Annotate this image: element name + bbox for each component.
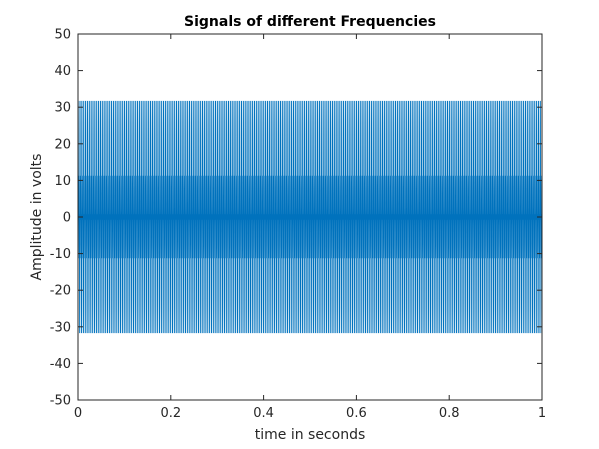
- y-tick-label: 30: [54, 101, 71, 116]
- chart-title: Signals of different Frequencies: [184, 14, 436, 30]
- x-tick-label: 0: [74, 406, 82, 421]
- y-tick-label: 0: [63, 211, 71, 226]
- series-line: [77, 100, 543, 334]
- y-tick-label: 20: [54, 137, 71, 152]
- y-tick-label: 10: [54, 174, 71, 189]
- x-tick-label: 1: [538, 406, 546, 421]
- plot-area: [77, 100, 543, 334]
- y-tick-label: -30: [50, 320, 71, 335]
- y-tick-label: -10: [50, 247, 71, 262]
- x-axis: 0 0.2 0.4 0.6 0.8 1: [74, 34, 546, 421]
- y-tick-label: 40: [54, 64, 71, 79]
- x-tick-label: 0.6: [346, 406, 367, 421]
- y-axis: -50 -40 -30 -20 -10 0 10 20 30 40 50: [50, 28, 542, 409]
- y-tick-label: -50: [50, 394, 71, 409]
- y-axis-label: Amplitude in volts: [29, 154, 45, 281]
- y-tick-label: -20: [50, 284, 71, 299]
- x-tick-label: 0.2: [160, 406, 181, 421]
- x-axis-label: time in seconds: [255, 427, 366, 443]
- x-tick-label: 0.4: [253, 406, 274, 421]
- y-tick-label: -40: [50, 357, 71, 372]
- x-tick-label: 0.8: [439, 406, 460, 421]
- y-tick-label: 50: [54, 28, 71, 43]
